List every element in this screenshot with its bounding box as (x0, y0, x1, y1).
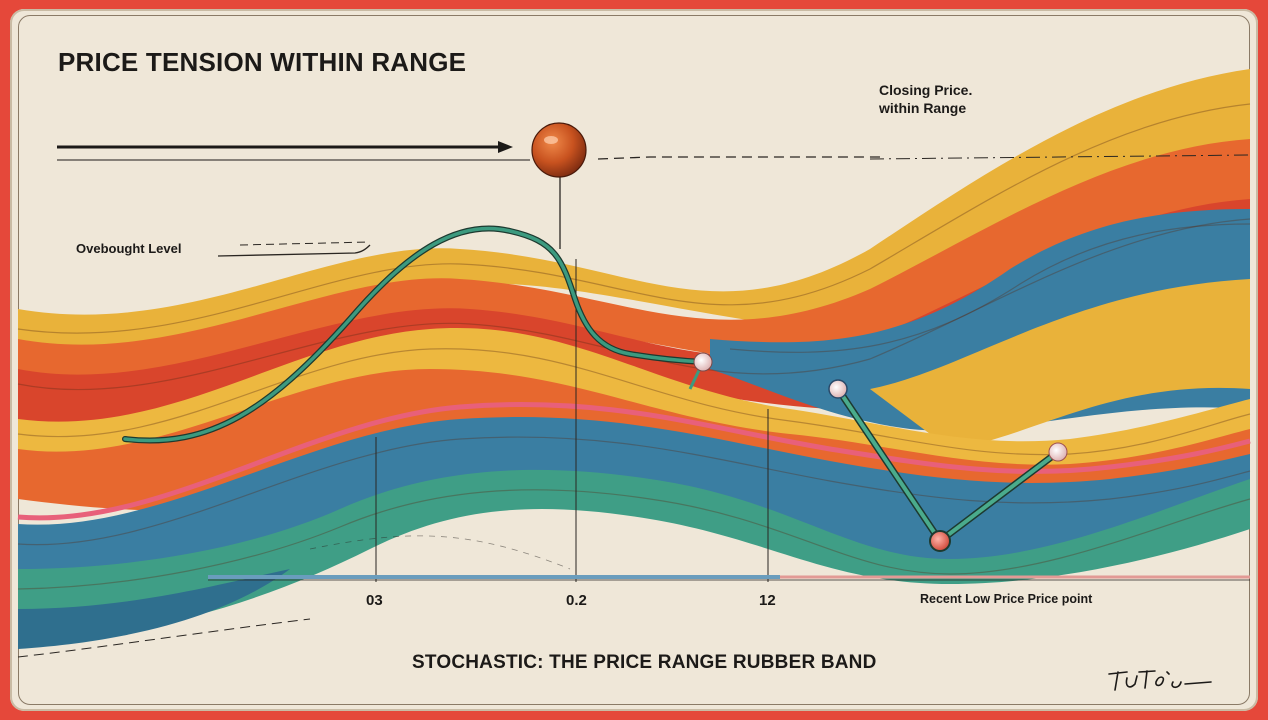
axis-tick-label: 12 (759, 592, 776, 609)
bottom-title: STOCHASTIC: THE PRICE RANGE RUBBER BAND (412, 652, 877, 673)
closing-price-label-line2: within Range (879, 100, 967, 116)
signature-icon (1108, 670, 1212, 691)
overbought-line (217, 244, 371, 257)
axis-tick-label: 03 (366, 592, 383, 609)
recent-low-knob-icon (929, 530, 951, 552)
closing-price-label: Closing Price. within Range (879, 81, 972, 117)
page-title: PRICE TENSION WITHIN RANGE (58, 47, 467, 77)
overbought-label: Ovebought Level (76, 241, 182, 256)
overbought-dash (239, 241, 371, 246)
knob-icon (693, 352, 713, 372)
band-yellow-right (870, 279, 1250, 449)
closing-price-label-line1: Closing Price. (879, 82, 973, 98)
band-blue-low (18, 417, 1250, 599)
band-blue-bottom (18, 569, 290, 649)
closing-price-ball-icon (531, 122, 587, 178)
band-pink-line (17, 402, 1251, 521)
rubber-band-illustration (17, 69, 1251, 658)
knob-icon (828, 379, 848, 399)
axis-tick-label: 0.2 (566, 592, 587, 609)
illustration-frame: PRICE TENSION WITHIN RANGE Closing Price… (10, 9, 1258, 711)
closing-price-dashed-line (597, 156, 880, 160)
knob-icon (1048, 442, 1068, 462)
recent-low-label: Recent Low Price Price point (920, 592, 1093, 606)
arrow-head (498, 141, 513, 153)
